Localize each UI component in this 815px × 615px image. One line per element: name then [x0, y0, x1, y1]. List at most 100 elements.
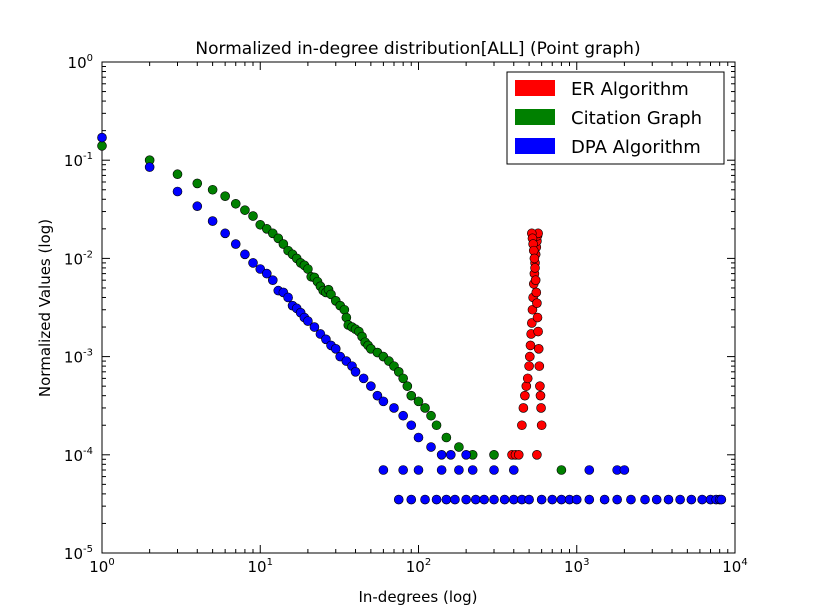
- x-tick-label: 101: [248, 557, 273, 576]
- er-algorithm-point: [522, 373, 533, 384]
- y-tick-label-exp: -5: [83, 544, 93, 555]
- dpa-algorithm-point: [536, 494, 547, 505]
- dpa-algorithm-point: [436, 449, 447, 460]
- dpa-algorithm-point: [248, 258, 258, 268]
- dpa-algorithm-point: [192, 201, 203, 212]
- citation-graph-point: [489, 449, 499, 460]
- x-axis: 100 101 102 103 104: [89, 62, 748, 576]
- x-tick-label-base: 10: [722, 558, 741, 576]
- x-tick-label: 100: [89, 557, 114, 576]
- dpa-algorithm-point: [626, 494, 636, 505]
- er-algorithm-point: [521, 381, 532, 391]
- dpa-algorithm-point: [413, 432, 424, 443]
- er-algorithm-point: [532, 298, 542, 308]
- legend-swatch-er-algorithm: [515, 80, 555, 96]
- citation-graph-point: [556, 465, 567, 475]
- er-algorithm-point: [533, 326, 543, 337]
- citation-graph-point: [406, 390, 417, 401]
- dpa-algorithm-point: [220, 228, 230, 239]
- dpa-algorithm-point: [436, 465, 447, 475]
- citation-graph-point: [398, 373, 408, 384]
- x-tick-label-exp: 1: [267, 557, 273, 568]
- legend-label-dpa-algorithm: DPA Algorithm: [571, 137, 701, 158]
- dpa-algorithm-point: [479, 494, 489, 505]
- y-tick-label: 10-2: [64, 249, 93, 268]
- legend-items: ER Algorithm Citation Graph DPA Algorithm: [515, 79, 702, 158]
- er-algorithm-point: [524, 351, 535, 362]
- er-algorithm-point: [530, 263, 540, 273]
- er-algorithm-point: [535, 381, 545, 391]
- y-tick-label: 10-4: [64, 446, 93, 465]
- er-algorithm-point: [532, 449, 542, 460]
- dpa-algorithm-point: [144, 162, 155, 172]
- citation-graph-point: [431, 420, 442, 431]
- dpa-algorithm-point: [467, 465, 478, 475]
- dpa-algorithm-point: [489, 465, 499, 475]
- dpa-algorithm-point: [255, 264, 266, 274]
- dpa-algorithm-point: [262, 268, 272, 279]
- dpa-algorithm-point: [470, 494, 481, 505]
- dpa-algorithm-point: [172, 186, 183, 197]
- er-algorithm-point: [520, 390, 530, 401]
- dpa-algorithm-point: [406, 420, 417, 431]
- x-tick-label: 104: [722, 557, 747, 576]
- data-points: [97, 132, 727, 505]
- y-tick-label-base: 10: [64, 250, 83, 268]
- dpa-algorithm-point: [398, 410, 408, 421]
- citation-graph-point: [240, 205, 250, 215]
- legend-label-citation-graph: Citation Graph: [571, 108, 702, 129]
- dpa-algorithm-point: [454, 465, 464, 475]
- er-algorithm-point: [531, 287, 542, 298]
- legend: ER Algorithm Citation Graph DPA Algorithm: [506, 71, 725, 165]
- citation-graph-point: [97, 141, 107, 151]
- y-axis-label: Normalized Values (log): [36, 219, 54, 397]
- dpa-algorithm-point: [372, 390, 383, 401]
- dpa-algorithm-point: [378, 396, 389, 407]
- dpa-algorithm-point: [612, 494, 622, 505]
- y-tick-label: 100: [68, 53, 93, 72]
- y-tick-label-base: 10: [64, 349, 83, 367]
- dpa-algorithm-point: [398, 465, 408, 475]
- dpa-algorithm-point: [716, 494, 727, 505]
- dpa-algorithm-point: [389, 403, 399, 413]
- y-tick-label-exp: -4: [83, 446, 93, 457]
- x-tick-label-exp: 3: [583, 557, 589, 568]
- dpa-algorithm-point: [413, 465, 424, 475]
- x-tick-label-base: 10: [564, 558, 583, 576]
- dpa-algorithm-point: [230, 239, 241, 249]
- dpa-algorithm-point: [640, 494, 650, 505]
- y-tick-label-exp: -3: [83, 348, 93, 359]
- citation-graph-point: [402, 381, 413, 391]
- y-tick-label-exp: -2: [83, 249, 93, 260]
- citation-graph-point: [454, 442, 464, 452]
- citation-graph-point: [278, 239, 289, 249]
- dpa-algorithm-point: [446, 449, 456, 460]
- citation-graph-point: [413, 396, 424, 407]
- dpa-algorithm-point: [556, 494, 567, 505]
- citation-graph-point: [426, 410, 436, 421]
- y-tick-label: 10-5: [64, 544, 93, 563]
- dpa-algorithm-point: [571, 494, 582, 505]
- er-algorithm-point: [530, 275, 541, 285]
- y-tick-label-exp: 0: [87, 53, 93, 64]
- er-algorithm-point: [529, 253, 540, 264]
- dpa-algorithm-point: [283, 292, 293, 303]
- er-algorithm-point: [513, 449, 524, 460]
- dpa-algorithm-point: [499, 494, 510, 505]
- y-tick-label-base: 10: [64, 152, 83, 170]
- dpa-algorithm-point: [461, 449, 471, 460]
- y-tick-label-base: 10: [64, 447, 83, 465]
- dpa-algorithm-point: [619, 465, 630, 475]
- x-tick-label-base: 10: [406, 558, 425, 576]
- citation-graph-point: [230, 198, 241, 209]
- dpa-algorithm-point: [441, 494, 452, 505]
- er-algorithm-point: [532, 312, 543, 323]
- dpa-algorithm-point: [358, 373, 369, 384]
- er-algorithm-point: [535, 390, 546, 401]
- y-tick-label-base: 10: [64, 545, 83, 563]
- dpa-algorithm-point: [420, 494, 430, 505]
- dpa-algorithm-point: [267, 275, 278, 285]
- dpa-algorithm-point: [303, 316, 313, 326]
